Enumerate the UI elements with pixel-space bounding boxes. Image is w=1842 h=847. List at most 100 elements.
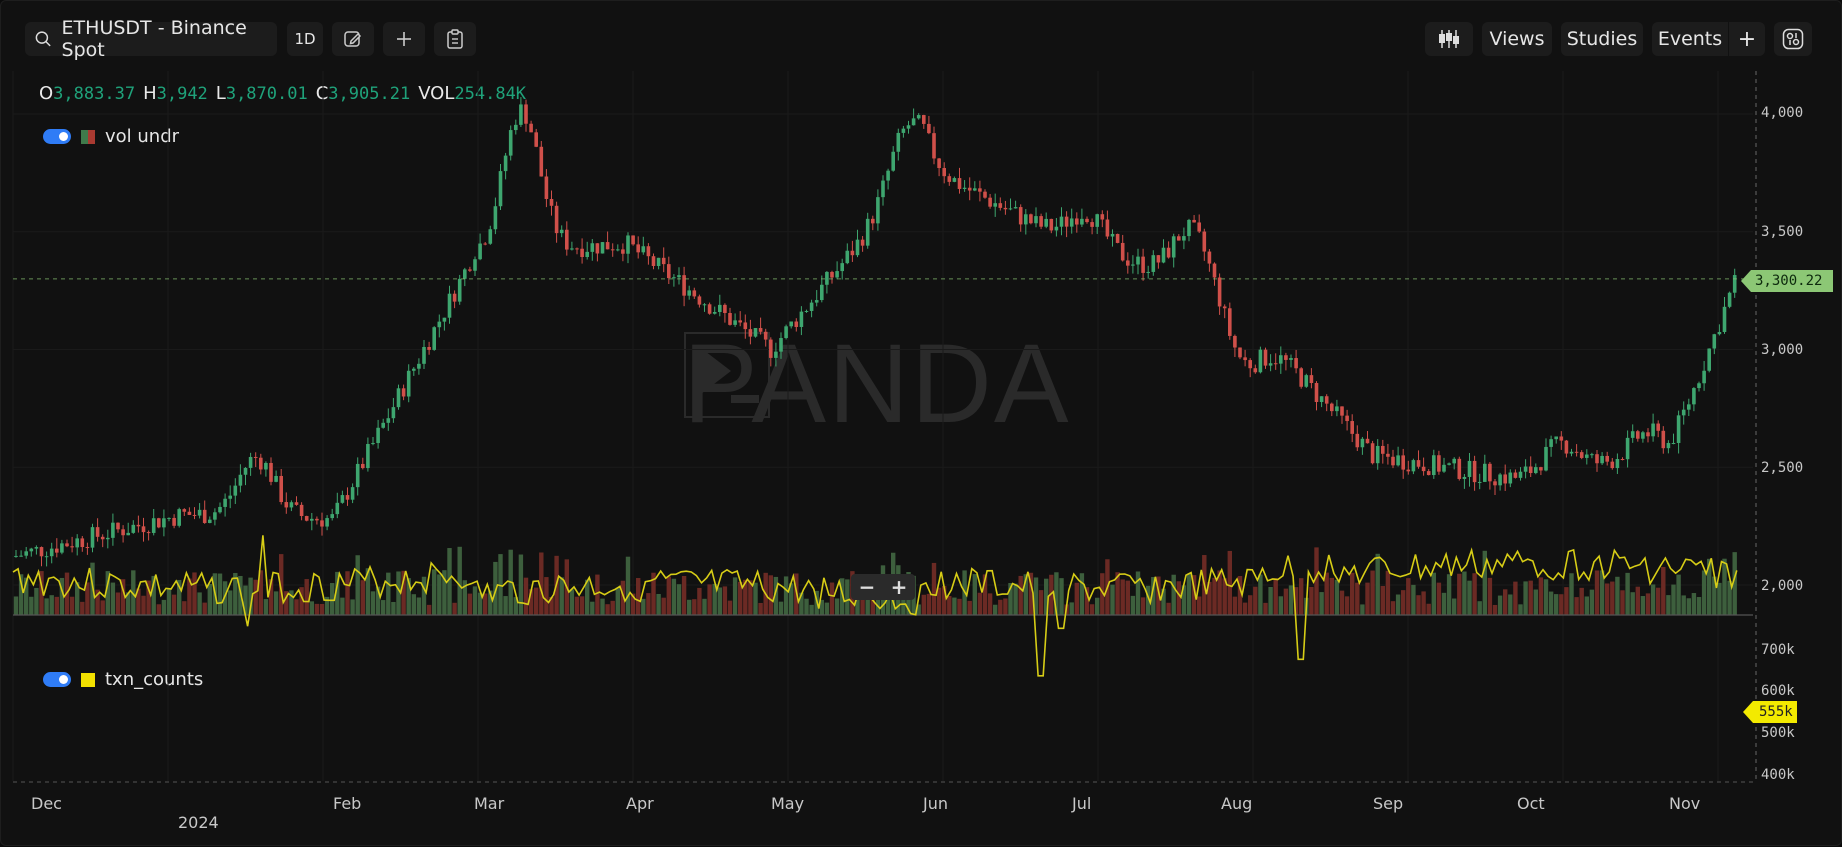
candle-body: [886, 170, 890, 181]
draw-button[interactable]: [332, 22, 374, 56]
volume-bar: [105, 571, 110, 615]
txn-toggle[interactable]: [43, 672, 71, 687]
candle-body: [253, 456, 258, 458]
events-add-button[interactable]: +: [1729, 22, 1765, 56]
volume-bar: [1232, 596, 1238, 615]
volume-bar: [1319, 592, 1324, 615]
candle-body: [1314, 383, 1319, 403]
volume-key: VOL: [418, 83, 455, 104]
candle-body: [784, 326, 788, 339]
high-key: H: [143, 83, 157, 104]
candle-body: [1636, 431, 1640, 439]
volume-bar: [1538, 577, 1544, 615]
volume-bar: [1089, 604, 1095, 615]
candle-body: [896, 132, 901, 152]
volume-bar: [340, 597, 345, 615]
volume-bar: [1717, 582, 1722, 615]
candle-body: [962, 187, 967, 189]
volume-bar: [483, 593, 488, 615]
top-toolbar: ETHUSDT - Binance Spot 1D Views Studies …: [1, 1, 1842, 73]
volume-bar: [1135, 571, 1141, 615]
volume-bar: [452, 602, 457, 615]
symbol-label: ETHUSDT - Binance Spot: [61, 17, 247, 61]
volume-bar: [1166, 602, 1171, 615]
open-value: 3,883.37: [53, 84, 136, 104]
candle-body: [376, 427, 380, 444]
candle-body: [1646, 432, 1650, 437]
volume-bar: [1615, 576, 1620, 615]
volume-bar: [350, 599, 355, 615]
candle-body: [19, 555, 23, 557]
interval-button[interactable]: 1D: [287, 22, 323, 56]
volume-bar: [1191, 575, 1197, 615]
symbol-search-button[interactable]: ETHUSDT - Binance Spot: [25, 17, 277, 61]
volume-bar: [1436, 582, 1442, 615]
volume-bar: [1676, 574, 1681, 615]
volume-bar: [1140, 597, 1146, 615]
candle-body: [718, 304, 722, 313]
candle-body: [524, 104, 528, 124]
clipboard-button[interactable]: [434, 22, 476, 56]
volume-bar: [156, 604, 161, 615]
volume-bar: [1278, 596, 1283, 615]
events-button[interactable]: Events: [1652, 22, 1728, 56]
candle-body: [1569, 451, 1574, 454]
candle-body: [233, 485, 238, 496]
candle-body: [1131, 264, 1135, 266]
volume-bar: [335, 571, 340, 615]
volume-bar: [600, 598, 605, 615]
volume-bar: [294, 599, 299, 615]
zoom-in-button[interactable]: +: [890, 575, 908, 599]
chart-type-button[interactable]: [1425, 22, 1473, 56]
volume-bar: [437, 574, 442, 615]
candle-body: [1049, 218, 1054, 231]
volume-bar: [952, 597, 957, 615]
candle-body: [1687, 404, 1691, 410]
candle-body: [667, 264, 671, 279]
volume-bar: [1033, 577, 1039, 615]
volume-bar: [1299, 578, 1304, 615]
candle-body: [998, 203, 1003, 208]
candle-body: [1549, 439, 1553, 447]
views-button[interactable]: Views: [1482, 22, 1552, 56]
volume-bar: [141, 595, 146, 615]
settings-button[interactable]: [1774, 22, 1812, 56]
candle-body: [1600, 455, 1604, 464]
volume-bar: [722, 586, 728, 615]
volume-bar: [773, 576, 779, 615]
candle-body: [1396, 455, 1400, 466]
candle-body: [406, 370, 411, 397]
candle-body: [1630, 431, 1635, 438]
studies-button[interactable]: Studies: [1561, 22, 1643, 56]
volume-bar: [549, 596, 554, 615]
volume-bar: [284, 591, 289, 615]
candle-body: [1595, 454, 1599, 464]
add-indicator-button[interactable]: [383, 22, 425, 56]
volume-bar: [697, 587, 702, 615]
candle-body: [1447, 463, 1451, 465]
volume-bar: [69, 596, 75, 615]
candle-body: [539, 146, 544, 177]
candle-body: [585, 251, 589, 257]
candle-body: [559, 229, 564, 234]
candle-body: [1335, 406, 1339, 412]
candle-body: [473, 259, 477, 271]
candle-body: [1029, 214, 1033, 224]
candle-body: [1110, 233, 1115, 237]
zoom-out-button[interactable]: −: [858, 575, 876, 599]
volume-bar: [712, 583, 717, 615]
candle-body: [544, 176, 549, 199]
volume-bar: [1523, 581, 1528, 615]
volume-bar: [1263, 602, 1268, 615]
volume-bar: [1712, 576, 1717, 615]
candle-body: [208, 519, 212, 523]
candle-body: [845, 250, 850, 264]
volume-bar: [1635, 586, 1640, 615]
volume-toggle[interactable]: [43, 129, 71, 144]
volume-bar: [692, 599, 697, 615]
candle-body: [131, 524, 136, 533]
volume-bar: [39, 571, 44, 615]
volume-bar: [727, 600, 733, 615]
candle-body: [728, 312, 732, 325]
